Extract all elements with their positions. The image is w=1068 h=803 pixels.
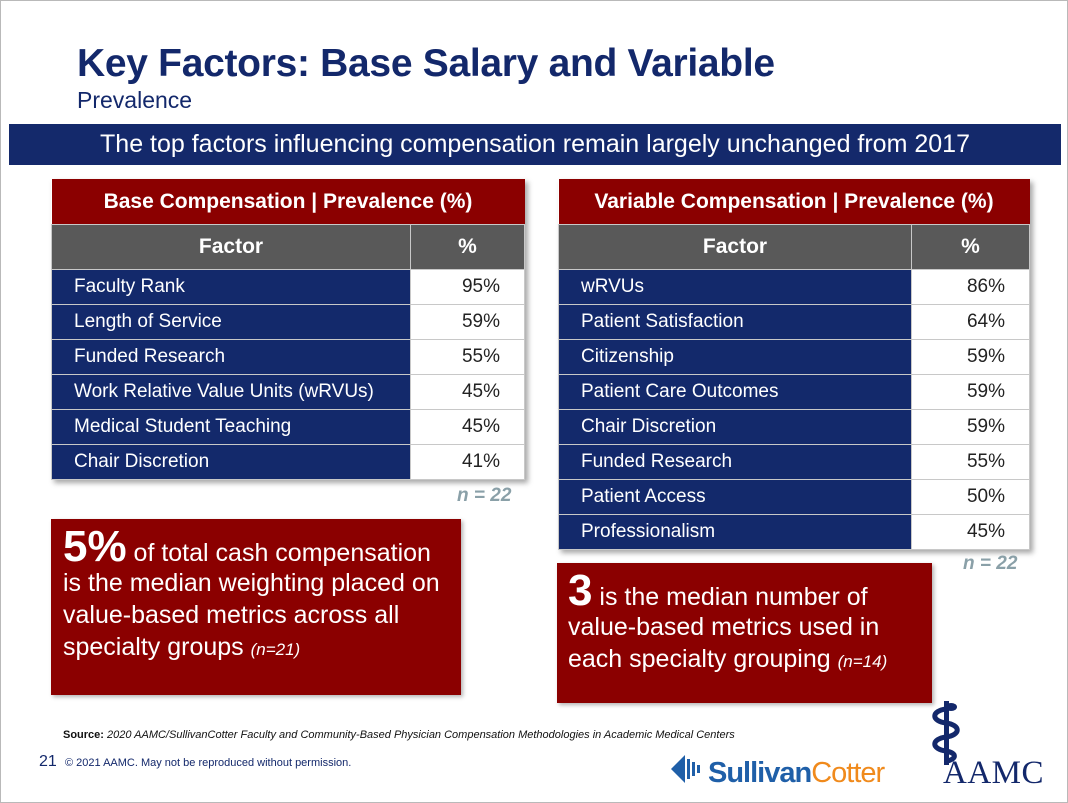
factor-cell: Work Relative Value Units (wRVUs) (51, 374, 411, 410)
page-title: Key Factors: Base Salary and Variable (77, 42, 775, 85)
callout-big-value: 3 (568, 566, 593, 615)
sullivancotter-mark-icon (671, 755, 700, 783)
callout-median-metrics: 3 is the median number of value-based me… (557, 563, 932, 703)
factor-cell: Patient Access (558, 479, 912, 515)
factor-cell: Citizenship (558, 339, 912, 375)
base-sample-size: n = 22 (457, 485, 512, 506)
source-text: 2020 AAMC/SullivanCotter Faculty and Com… (107, 729, 735, 741)
table-row: Patient Care Outcomes 59% (558, 374, 1030, 410)
callout-note: (n=14) (837, 652, 888, 671)
variable-col-factor: Factor (558, 224, 912, 270)
pct-cell: 59% (911, 409, 1030, 445)
pct-cell: 45% (410, 409, 525, 445)
base-col-factor: Factor (51, 224, 411, 270)
source-note: Source: 2020 AAMC/SullivanCotter Faculty… (63, 729, 735, 741)
base-col-pct: % (410, 224, 525, 270)
sullivancotter-wordmark: SullivanCotter (708, 757, 885, 789)
factor-cell: Professionalism (558, 514, 912, 550)
summary-banner: The top factors influencing compensation… (9, 124, 1061, 165)
table-row: Chair Discretion 41% (51, 444, 525, 480)
pct-cell: 59% (911, 339, 1030, 375)
factor-cell: Patient Satisfaction (558, 304, 912, 340)
table-row: wRVUs 86% (558, 269, 1030, 305)
pct-cell: 45% (410, 374, 525, 410)
callout-line1: is the median number of (592, 583, 868, 611)
pct-cell: 50% (911, 479, 1030, 515)
table-row: Faculty Rank 95% (51, 269, 525, 305)
table-row: Patient Access 50% (558, 479, 1030, 515)
pct-cell: 95% (410, 269, 525, 305)
callout-body: is the median weighting placed on value-… (63, 567, 461, 666)
pct-cell: 45% (911, 514, 1030, 550)
callout-note: (n=21) (250, 640, 301, 659)
callout-text: 3 is the median number of (568, 569, 932, 613)
table-row: Patient Satisfaction 64% (558, 304, 1030, 340)
callout-median-weighting: 5% of total cash compensation is the med… (51, 519, 461, 695)
page-subtitle: Prevalence (77, 87, 193, 113)
aamc-logo: AAMC (923, 699, 1063, 795)
table-row: Chair Discretion 59% (558, 409, 1030, 445)
factor-cell: Patient Care Outcomes (558, 374, 912, 410)
variable-table-title: Variable Compensation | Prevalence (%) (558, 179, 1030, 225)
aamc-wordmark: AAMC (943, 755, 1045, 791)
callout-line1: of total cash compensation (126, 539, 431, 567)
pct-cell: 86% (911, 269, 1030, 305)
table-row: Length of Service 59% (51, 304, 525, 340)
table-row: Work Relative Value Units (wRVUs) 45% (51, 374, 525, 410)
factor-cell: Funded Research (51, 339, 411, 375)
table-row: Professionalism 45% (558, 514, 1030, 550)
page-number: 21 (39, 753, 57, 770)
table-row: Citizenship 59% (558, 339, 1030, 375)
variable-sample-size: n = 22 (963, 553, 1018, 574)
source-label: Source: (63, 729, 104, 741)
table-row: Medical Student Teaching 45% (51, 409, 525, 445)
callout-big-value: 5% (63, 522, 127, 571)
pct-cell: 55% (911, 444, 1030, 480)
factor-cell: wRVUs (558, 269, 912, 305)
table-row: Funded Research 55% (51, 339, 525, 375)
base-table-title: Base Compensation | Prevalence (%) (51, 179, 525, 225)
pct-cell: 41% (410, 444, 525, 480)
callout-line2: is the median weighting placed on value-… (63, 569, 440, 661)
factor-cell: Chair Discretion (558, 409, 912, 445)
sullivancotter-logo: SullivanCotter (671, 751, 911, 791)
variable-compensation-table: Variable Compensation | Prevalence (%) F… (558, 179, 1030, 550)
callout-text: 5% of total cash compensation (63, 525, 461, 569)
variable-col-pct: % (911, 224, 1030, 270)
pct-cell: 59% (410, 304, 525, 340)
copyright: © 2021 AAMC. May not be reproduced witho… (65, 757, 352, 769)
factor-cell: Chair Discretion (51, 444, 411, 480)
pct-cell: 64% (911, 304, 1030, 340)
pct-cell: 55% (410, 339, 525, 375)
callout-body: value-based metrics used in each special… (568, 611, 932, 678)
factor-cell: Length of Service (51, 304, 411, 340)
base-compensation-table: Base Compensation | Prevalence (%) Facto… (51, 179, 525, 480)
pct-cell: 59% (911, 374, 1030, 410)
factor-cell: Medical Student Teaching (51, 409, 411, 445)
caduceus-icon (932, 701, 960, 765)
factor-cell: Funded Research (558, 444, 912, 480)
callout-line2: value-based metrics used in each special… (568, 613, 880, 673)
table-row: Funded Research 55% (558, 444, 1030, 480)
factor-cell: Faculty Rank (51, 269, 411, 305)
